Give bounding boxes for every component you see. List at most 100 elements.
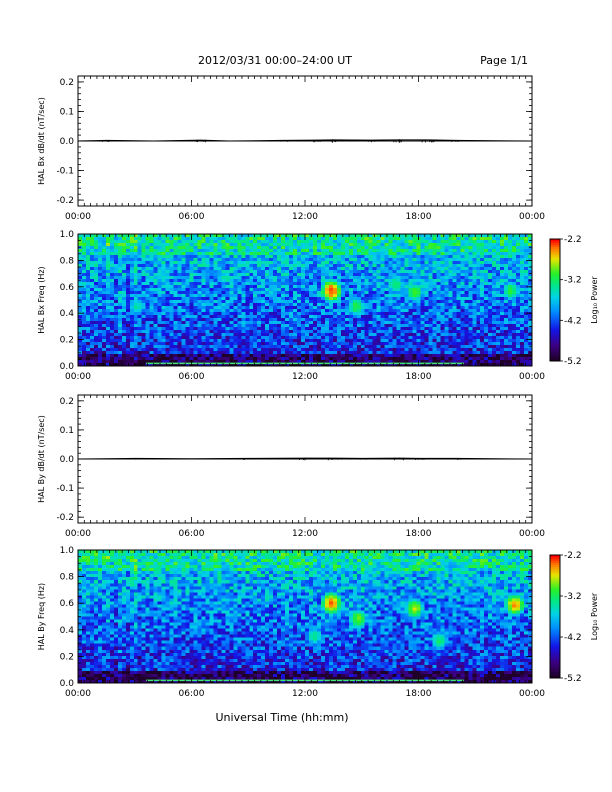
chart-mark bbox=[352, 246, 358, 250]
chart-mark bbox=[440, 234, 445, 238]
chart-mark bbox=[78, 312, 83, 316]
chart-mark bbox=[249, 258, 254, 262]
chart-mark bbox=[181, 237, 186, 241]
chart-mark bbox=[105, 291, 111, 295]
chart-mark bbox=[201, 303, 206, 307]
chart-mark bbox=[412, 273, 417, 277]
chart-mark bbox=[408, 255, 413, 259]
chart-mark bbox=[336, 261, 342, 265]
chart-mark bbox=[408, 342, 413, 346]
chart-mark bbox=[257, 318, 262, 322]
chart-mark bbox=[528, 237, 533, 241]
chart-mark bbox=[149, 327, 154, 331]
chart-mark bbox=[129, 306, 135, 310]
chart-mark bbox=[265, 345, 270, 349]
chart-mark bbox=[364, 339, 370, 343]
chart-mark bbox=[201, 315, 206, 319]
chart-mark bbox=[348, 336, 354, 340]
chart-mark bbox=[169, 285, 174, 289]
chart-mark bbox=[281, 339, 286, 343]
chart-mark bbox=[444, 300, 449, 304]
chart-mark bbox=[356, 246, 362, 250]
chart-mark bbox=[528, 264, 533, 268]
chart-mark bbox=[221, 264, 226, 268]
chart-mark bbox=[193, 252, 198, 256]
chart-mark bbox=[193, 357, 198, 361]
chart-mark bbox=[93, 297, 99, 301]
chart-mark bbox=[316, 252, 322, 256]
chart-mark bbox=[269, 318, 274, 322]
chart-mark bbox=[468, 273, 473, 277]
chart-mark bbox=[420, 267, 425, 271]
chart-mark bbox=[137, 354, 143, 358]
chart-mark bbox=[225, 354, 230, 358]
chart-mark bbox=[89, 288, 95, 292]
chart-mark bbox=[324, 291, 330, 295]
chart-mark bbox=[225, 297, 230, 301]
chart-mark bbox=[141, 273, 146, 277]
chart-mark bbox=[137, 297, 143, 301]
chart-mark bbox=[316, 297, 322, 301]
chart-mark bbox=[360, 345, 366, 349]
chart-mark bbox=[125, 318, 131, 322]
chart-mark bbox=[281, 294, 286, 298]
chart-mark bbox=[320, 333, 326, 337]
chart-mark bbox=[85, 318, 91, 322]
chart-mark bbox=[141, 336, 146, 340]
chart-mark bbox=[352, 288, 358, 292]
chart-mark bbox=[293, 240, 298, 244]
chart-mark bbox=[93, 243, 99, 247]
chart-mark bbox=[181, 354, 186, 358]
chart-mark bbox=[456, 261, 461, 265]
chart-mark bbox=[185, 312, 190, 316]
chart-mark bbox=[145, 315, 150, 319]
chart-mark bbox=[448, 273, 453, 277]
chart-mark bbox=[113, 315, 119, 319]
chart-mark bbox=[137, 321, 143, 325]
chart-mark bbox=[468, 306, 473, 310]
chart-mark bbox=[512, 348, 517, 352]
chart-mark bbox=[368, 345, 373, 349]
chart-mark bbox=[512, 354, 517, 358]
chart-mark bbox=[201, 234, 206, 238]
chart-mark bbox=[189, 327, 194, 331]
chart-mark bbox=[153, 315, 158, 319]
chart-mark bbox=[476, 276, 481, 280]
chart-mark bbox=[372, 288, 377, 292]
chart-mark bbox=[504, 351, 509, 355]
chart-mark bbox=[289, 279, 294, 283]
chart-mark bbox=[125, 261, 131, 265]
chart-mark bbox=[420, 339, 425, 343]
chart-mark bbox=[209, 237, 214, 241]
chart-mark bbox=[297, 273, 302, 277]
chart-mark bbox=[261, 255, 266, 259]
chart-mark bbox=[408, 345, 413, 349]
chart-mark bbox=[157, 297, 162, 301]
chart-mark bbox=[424, 336, 429, 340]
chart-mark bbox=[340, 342, 346, 346]
chart-mark bbox=[257, 249, 262, 253]
chart-mark bbox=[520, 264, 525, 268]
chart-mark bbox=[197, 303, 202, 307]
chart-mark bbox=[229, 294, 234, 298]
chart-mark bbox=[269, 261, 274, 265]
chart-mark bbox=[344, 243, 350, 247]
chart-mark bbox=[241, 279, 246, 283]
chart-mark bbox=[289, 300, 294, 304]
chart-mark bbox=[273, 297, 278, 301]
chart-mark bbox=[125, 306, 131, 310]
chart-mark bbox=[277, 285, 282, 289]
chart-mark bbox=[121, 339, 127, 343]
chart-mark bbox=[424, 234, 429, 238]
chart-mark bbox=[173, 270, 178, 274]
chart-mark bbox=[249, 279, 254, 283]
chart-mark bbox=[153, 264, 158, 268]
chart-mark bbox=[480, 255, 485, 259]
chart-mark bbox=[360, 300, 366, 304]
chart-mark bbox=[324, 345, 330, 349]
chart-mark bbox=[233, 336, 238, 340]
chart-mark bbox=[420, 351, 425, 355]
chart-mark bbox=[408, 249, 413, 253]
chart-mark bbox=[428, 342, 433, 346]
chart-mark bbox=[205, 333, 210, 337]
